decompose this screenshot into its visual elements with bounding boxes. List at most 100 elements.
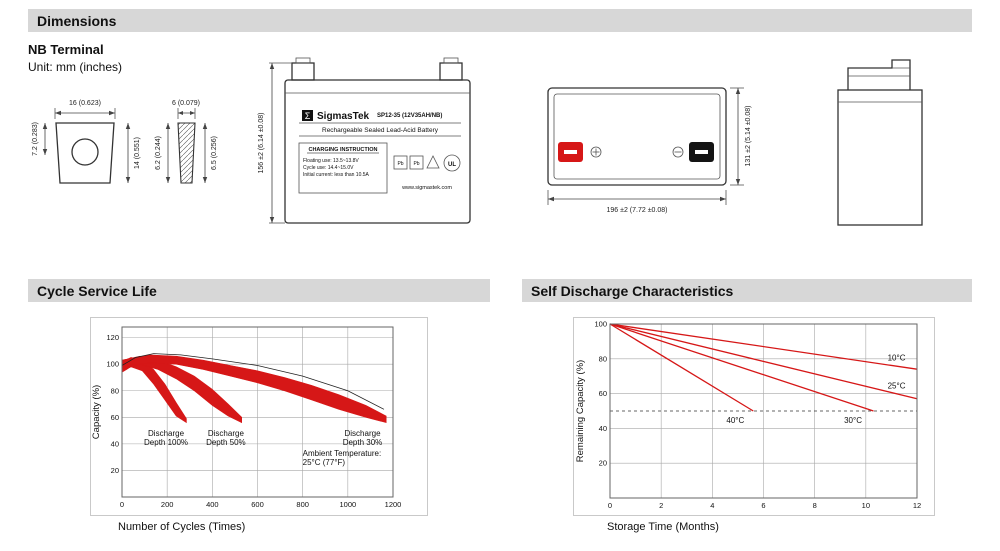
nb-terminal-title: NB Terminal xyxy=(28,42,104,57)
y-tick-label: 60 xyxy=(111,413,119,422)
annotation: Ambient Temperature: xyxy=(303,449,382,458)
y-tick-label: 40 xyxy=(111,439,119,448)
y-tick-label: 120 xyxy=(106,333,119,342)
dim-terminal-height: 14 (0.551) xyxy=(134,137,141,169)
charging-instruction-box xyxy=(298,142,388,194)
annotation: Depth 30% xyxy=(343,438,383,447)
dim-battery-height: 156 ±2 (6.14 ±0.08) xyxy=(258,112,265,173)
battery-front-body xyxy=(284,79,471,224)
section-title-dimensions: Dimensions xyxy=(37,12,117,29)
y-tick-label: 20 xyxy=(111,466,119,475)
plot-border xyxy=(121,326,394,498)
y-tick-label: 100 xyxy=(594,320,607,329)
cycle-life-chart: 0 200 400 600 800 1000 1200 20 40 60 80 100 120 Disch… xyxy=(91,326,402,509)
pb-icon: Pb xyxy=(413,161,419,167)
section-header-cycle-life: Cycle Service Life xyxy=(28,279,490,302)
section-header-dimensions: Dimensions xyxy=(28,9,972,32)
dim-side-width-group xyxy=(177,108,196,119)
series-line xyxy=(609,323,874,412)
x-tick-label: 6 xyxy=(761,501,765,510)
battery-top-inner xyxy=(553,93,721,180)
section-title-self-discharge: Self Discharge Characteristics xyxy=(531,282,734,299)
pb-icon: Pb xyxy=(397,161,403,167)
drawing-battery-side xyxy=(837,59,923,226)
minus-symbol-icon xyxy=(672,146,684,158)
plus-symbol-icon xyxy=(590,146,602,158)
dim-height-group xyxy=(125,123,131,183)
annotation: 10°C xyxy=(888,354,906,363)
dim-battery-height-group xyxy=(269,62,292,224)
x-tick-label: 1200 xyxy=(385,500,402,509)
dim-side-width: 6 (0.079) xyxy=(172,100,200,107)
series-line xyxy=(609,323,754,412)
unit-label: Unit: mm (inches) xyxy=(28,60,123,74)
dim-terminal-upper: 7.2 (0.283) xyxy=(32,122,39,156)
y-tick-label: 100 xyxy=(106,360,119,369)
charging-line-1: Floating use: 13.5~13.8V xyxy=(303,158,359,164)
self-discharge-x-axis-label: Storage Time (Months) xyxy=(607,521,719,533)
terminal-front-hole xyxy=(71,138,99,166)
self-discharge-chart-frame: 0 2 4 6 8 10 12 20 40 60 80 100 10°C 25°C 40°C 30°C Rema… xyxy=(573,317,935,516)
battery-front-terminals xyxy=(291,57,463,81)
ul-icon xyxy=(443,154,461,172)
annotation: 25°C (77°F) xyxy=(303,458,346,467)
drawing-battery-top: 196 ±2 (7.72 ±0.08) 131 ±2 (5.14 ±0.08) xyxy=(547,87,752,214)
dim-width-group xyxy=(54,108,116,119)
x-tick-label: 400 xyxy=(206,500,219,509)
annotation: 40°C xyxy=(726,416,744,425)
section-header-self-discharge: Self Discharge Characteristics xyxy=(522,279,972,302)
dim-top-height: 131 ±2 (5.14 ±0.08) xyxy=(745,105,752,166)
x-tick-label: 10 xyxy=(862,501,870,510)
x-tick-label: 600 xyxy=(251,500,264,509)
dim-side-left-group xyxy=(165,123,171,183)
charging-line-2: Cycle use: 14.4~15.0V xyxy=(303,165,354,171)
brand-logo-sigma: Σ xyxy=(305,111,311,121)
section-title-cycle-life: Cycle Service Life xyxy=(37,282,157,299)
x-tick-label: 0 xyxy=(120,500,124,509)
series-line xyxy=(609,323,918,370)
annotation: 30°C xyxy=(844,416,862,425)
x-tick-label: 800 xyxy=(296,500,309,509)
model-number: SP12-35 (12V35AH/NB) xyxy=(377,113,442,119)
brand-name: SigmasTek xyxy=(317,111,369,122)
dim-side-left: 6.2 (0.244) xyxy=(155,136,162,170)
y-axis-label: Capacity (%) xyxy=(91,385,102,439)
charging-line-3: Initial current: less than 10.5A xyxy=(303,172,370,178)
terminal-front-outline xyxy=(55,122,115,184)
plot-border xyxy=(609,323,918,499)
charging-title: CHARGING INSTRUCTION xyxy=(308,147,377,153)
dim-top-width: 196 ±2 (7.72 ±0.08) xyxy=(606,207,667,214)
self-discharge-chart: 0 2 4 6 8 10 12 20 40 60 80 100 10°C 25°C 40°C 30°C Rema… xyxy=(575,320,921,511)
y-tick-label: 20 xyxy=(599,459,607,468)
dim-top-width-group xyxy=(547,190,727,205)
series-line xyxy=(609,323,918,400)
cycle-life-x-axis-label: Number of Cycles (Times) xyxy=(118,521,246,533)
recycle-icon xyxy=(426,155,440,169)
discharge-band xyxy=(121,354,387,423)
drawing-terminal-side: 6 (0.079) 6.2 (0.244) 6.5 (0.256) xyxy=(155,100,218,184)
x-tick-label: 2 xyxy=(659,501,663,510)
dim-side-right: 6.5 (0.256) xyxy=(211,136,218,170)
y-tick-label: 40 xyxy=(599,424,607,433)
x-tick-label: 200 xyxy=(161,500,174,509)
dim-upper-group xyxy=(42,123,48,155)
dim-side-right-group xyxy=(202,123,208,183)
dim-terminal-width: 16 (0.623) xyxy=(69,100,101,107)
annotation: Depth 50% xyxy=(206,438,246,447)
annotation: Discharge xyxy=(345,429,382,438)
ul-icon-label: UL xyxy=(448,162,456,168)
x-tick-label: 1000 xyxy=(339,500,356,509)
side-view-top-housing xyxy=(847,59,911,90)
y-tick-label: 80 xyxy=(111,386,119,395)
terminal-side-section xyxy=(177,122,196,184)
brand-logo-mark xyxy=(302,110,313,121)
annotation: Depth 100% xyxy=(144,438,188,447)
website-text: www.sigmastek.com xyxy=(401,185,452,191)
drawing-battery-front: Σ SigmasTek SP12-35 (12V35AH/NB) Recharg… xyxy=(258,57,471,224)
positive-terminal-slot xyxy=(564,150,577,154)
drawing-terminal-front: 16 (0.623) 7.2 (0.283) 14 (0.551) xyxy=(32,100,141,184)
y-tick-label: 60 xyxy=(599,389,607,398)
y-axis-label: Remaining Capacity (%) xyxy=(575,360,586,462)
x-tick-label: 12 xyxy=(913,501,921,510)
